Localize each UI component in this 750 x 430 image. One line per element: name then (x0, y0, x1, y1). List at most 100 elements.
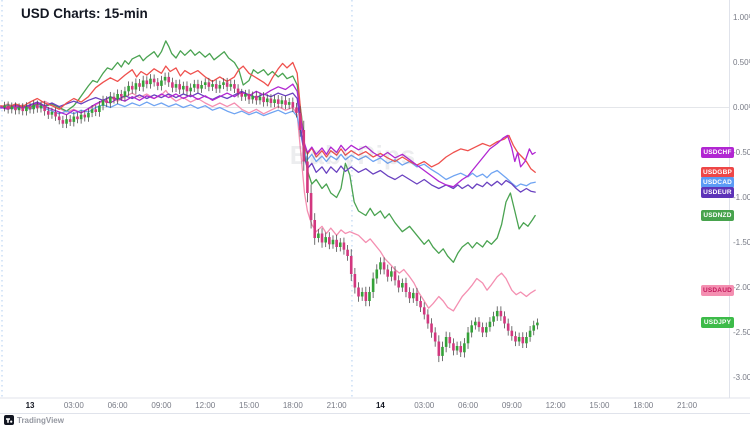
candle-body (386, 269, 390, 277)
candle-body (109, 96, 112, 103)
candle-body (10, 106, 14, 110)
series-price-label-usdaud: USDAUD (701, 284, 734, 296)
candle-body (422, 307, 426, 315)
candle-body (503, 316, 506, 324)
candle-body (36, 104, 39, 109)
candle-body (499, 310, 503, 317)
candle-body (119, 94, 123, 97)
candle-body (379, 262, 382, 270)
time-tick-day-label: 14 (375, 401, 385, 410)
time-tick-label: 06:00 (458, 401, 479, 410)
candle-body (368, 292, 371, 301)
time-tick-label: 06:00 (107, 401, 128, 410)
time-tick-label: 18:00 (282, 401, 303, 410)
candle-body (521, 337, 525, 344)
candle-body (149, 78, 152, 85)
candle-body (477, 321, 481, 328)
watermark: BabyPips (289, 140, 417, 170)
candle-body (167, 76, 171, 83)
candle-body (14, 106, 17, 111)
candle-body (401, 283, 404, 288)
candle-body (3, 105, 6, 108)
candle-body (17, 107, 21, 111)
series-price-label-usdeur: USDEUR (701, 186, 734, 198)
candle-body (510, 330, 514, 337)
candle-body (116, 94, 119, 100)
price-tick-label: 1.00% (733, 13, 750, 22)
candle-body (127, 85, 130, 92)
candle-body (419, 301, 422, 308)
candle-body (214, 84, 218, 89)
candle-body (291, 102, 295, 108)
price-tick-label: 0.50% (733, 58, 750, 67)
page-title: USD Charts: 15-min (21, 6, 148, 21)
candle-body (430, 323, 433, 333)
candle-body (123, 91, 127, 97)
candle-body (528, 330, 532, 337)
candle-body (371, 278, 375, 292)
candle-body (452, 343, 455, 351)
candle-body (130, 85, 134, 90)
candle-body (353, 274, 357, 288)
candle-body (200, 85, 203, 89)
candle-body (514, 336, 517, 342)
candle-body (21, 107, 25, 112)
candle-body (536, 322, 539, 326)
candle-body (532, 325, 536, 331)
candle-body (357, 287, 360, 297)
time-tick-label: 15:00 (239, 401, 260, 410)
series-price-label-usdgbp: USDGBP (701, 166, 734, 178)
candle-body (178, 84, 181, 90)
candle-body (265, 98, 269, 103)
price-tick-label: 0.00% (733, 103, 750, 112)
candle-body (90, 109, 94, 113)
candle-body (65, 119, 68, 124)
candle-body (492, 316, 495, 322)
candle-body (251, 95, 254, 100)
candle-body (346, 249, 349, 256)
time-tick-label: 09:00 (151, 401, 172, 410)
candle-body (255, 95, 258, 101)
time-tick-label: 21:00 (326, 401, 347, 410)
price-tick-label: -0.50% (733, 148, 750, 157)
candle-body (474, 321, 477, 326)
candle-body (207, 82, 211, 87)
candle-body (495, 310, 499, 317)
candle-body (174, 84, 178, 88)
series-price-label-usdcad: USDCAD (701, 176, 734, 188)
candle-body (192, 84, 196, 88)
candle-body (236, 88, 240, 94)
candle-body (309, 193, 313, 220)
candle-body (76, 116, 79, 120)
candle-body (105, 100, 108, 103)
candle-body (68, 119, 72, 122)
candle-body (360, 292, 364, 297)
candle-body (441, 346, 444, 356)
candle-body (455, 346, 459, 351)
candle-body (317, 233, 320, 238)
candle-body (276, 99, 280, 104)
candle-body (459, 346, 463, 353)
time-tick-label: 03:00 (414, 401, 435, 410)
candle-body (437, 341, 441, 356)
candle-body (298, 112, 302, 130)
candle-body (247, 94, 251, 100)
candle-body (182, 85, 185, 90)
tradingview-logo-icon (4, 415, 14, 425)
series-price-label-usdchf: USDCHF (701, 147, 734, 158)
candle-body (145, 80, 149, 85)
candle-body (28, 106, 32, 110)
time-tick-label: 12:00 (195, 401, 216, 410)
candle-body (404, 283, 408, 292)
series-price-label-usdnzd: USDNZD (701, 210, 734, 221)
tradingview-logo[interactable]: TradingView (4, 415, 64, 425)
candle-body (280, 100, 284, 104)
candle-body (222, 82, 225, 85)
candle-body (72, 116, 76, 122)
time-tick-label: 12:00 (545, 401, 566, 410)
candle-body (229, 84, 233, 87)
candle-body (134, 83, 138, 90)
candle-body (448, 337, 452, 344)
candle-body (313, 220, 317, 238)
